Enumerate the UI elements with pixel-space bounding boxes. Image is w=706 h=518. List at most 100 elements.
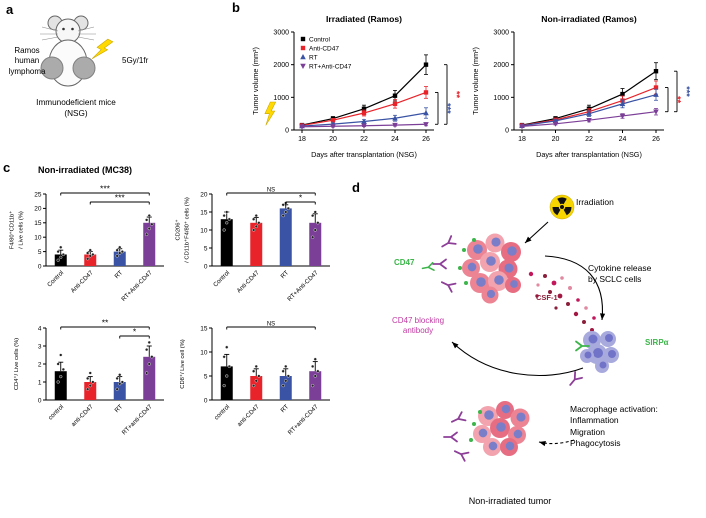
y-axis-label: / Live cells (%) — [19, 211, 25, 249]
marker-triangle — [653, 109, 659, 115]
path — [441, 235, 457, 248]
sig-stars: *** — [682, 86, 692, 97]
cd47-dot — [464, 281, 468, 285]
marker-square — [392, 93, 398, 98]
bar-Control — [54, 254, 67, 266]
arrowhead — [539, 441, 546, 447]
x-tick-label: 26 — [652, 136, 660, 143]
data-point — [222, 355, 226, 359]
marker-triangle — [361, 123, 367, 129]
marker-square — [653, 85, 659, 90]
mouse-eye-right-icon — [71, 27, 74, 31]
y-tick-label: 10 — [200, 227, 208, 234]
antibody-icon — [440, 281, 457, 293]
x-tick-label: 26 — [422, 136, 430, 143]
data-point — [56, 258, 60, 262]
x-tick-label: 18 — [518, 136, 526, 143]
data-point — [313, 357, 317, 361]
data-point — [252, 228, 256, 232]
y-axis-label: Tumor volume (mm³) — [471, 47, 480, 115]
antibody-icon — [443, 431, 458, 443]
sirpa-label: SIRPα — [645, 338, 669, 347]
radiation-icon — [557, 197, 567, 205]
cytokine-dot — [551, 280, 557, 286]
cell-nucleus — [507, 246, 517, 256]
y-tick-label: 15 — [200, 325, 208, 332]
chart-f480-cd11b: 0 5 10 15 20 25 F4/80⁺CD11b⁺ / Live cells (%) Co… — [9, 184, 164, 303]
x-tick-label: 24 — [391, 136, 399, 143]
chart-title: Irradiated (Ramos) — [326, 14, 402, 24]
cytokine-dot — [590, 328, 594, 332]
marker-square — [300, 45, 306, 51]
marker-triangle — [392, 122, 398, 129]
bar-control — [54, 371, 67, 400]
y-tick-label: 10 — [34, 235, 42, 242]
cell-nucleus — [484, 410, 494, 420]
cytokine-dot — [548, 290, 552, 294]
path — [450, 411, 467, 423]
category-label: RT+anti-CD47 — [287, 403, 320, 436]
sig-text: *** — [115, 193, 126, 203]
bar-anti-CD47 — [84, 382, 97, 400]
data-point — [281, 369, 285, 373]
data-point — [86, 387, 90, 391]
category-label: anti-CD47 — [70, 403, 95, 428]
panel-d-label: d — [352, 180, 360, 195]
marker-triangle — [619, 100, 626, 107]
marker-triangle — [423, 110, 429, 116]
y-axis-label: CD8⁺/ Live cell (%) — [179, 339, 186, 389]
data-point — [86, 251, 90, 255]
data-point — [118, 251, 122, 255]
data-point — [311, 383, 315, 388]
cytokine-dot — [543, 274, 547, 278]
y-axis-label: / CD11b⁺F4/80⁺ cells (%) — [184, 197, 191, 263]
path — [569, 371, 583, 386]
x-tick-label: 18 — [298, 136, 306, 143]
category-label: RT — [279, 269, 290, 280]
marker-square — [300, 36, 306, 42]
x-tick-label: 22 — [360, 136, 368, 143]
data-point — [115, 248, 119, 252]
series-Control — [521, 70, 657, 126]
cell-nucleus — [510, 280, 518, 288]
sig-text: NS — [267, 322, 275, 328]
data-point — [311, 364, 315, 368]
data-point — [115, 376, 119, 380]
data-point — [286, 374, 290, 378]
antibody-icon — [441, 235, 457, 248]
mouse-illustration — [40, 15, 114, 87]
bar-control — [220, 366, 233, 400]
data-point — [252, 383, 256, 388]
cell-nucleus — [513, 429, 523, 439]
y-tick-label: 20 — [34, 206, 42, 213]
antibody-icon — [575, 340, 590, 352]
cytokine-dot — [576, 298, 580, 302]
cell-nucleus — [491, 237, 501, 247]
marker-triangle — [653, 91, 659, 97]
antibody-icon — [453, 450, 470, 462]
cytokine-dot — [528, 271, 534, 277]
data-point — [120, 249, 124, 254]
data-point — [147, 362, 151, 366]
y-axis-label: Tumor volume (mm³) — [251, 47, 260, 115]
data-point — [59, 255, 63, 259]
marker-triangle — [392, 115, 398, 121]
data-point — [115, 254, 119, 258]
data-point — [118, 382, 122, 386]
legend-label: Anti-CD47 — [309, 45, 339, 52]
sig-stars: *** — [443, 103, 453, 114]
data-point — [313, 210, 317, 214]
marker-triangle — [586, 118, 592, 124]
data-point — [61, 252, 65, 257]
lightning-icon — [264, 101, 277, 126]
data-point — [115, 387, 119, 391]
data-point — [118, 373, 122, 377]
bar-RT — [279, 376, 292, 400]
bar-RT+anti-CD47 — [309, 371, 322, 400]
macrophage-nucleus — [605, 334, 613, 342]
antibody-icon — [432, 258, 447, 270]
panel-a-label: a — [6, 2, 14, 17]
marker-triangle — [619, 113, 626, 119]
cd47-dot — [478, 410, 482, 414]
sig-text: ** — [102, 318, 109, 328]
